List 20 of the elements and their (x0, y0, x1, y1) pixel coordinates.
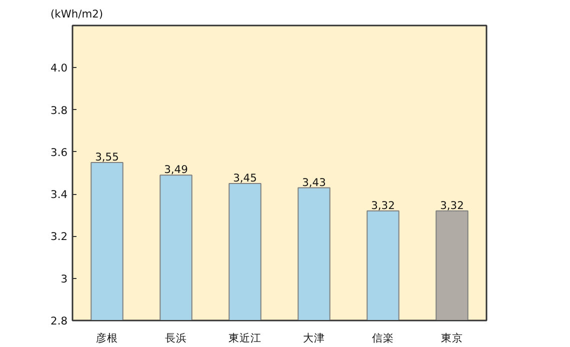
y-tick-label: 3.8 (50, 104, 68, 117)
x-tick-label: 信楽 (372, 332, 394, 344)
data-label: 3,49 (164, 163, 188, 176)
x-tick-label: 東京 (441, 332, 463, 344)
y-tick-label: 4.0 (50, 62, 68, 75)
x-tick-label: 東近江 (228, 332, 262, 344)
y-tick-label: 3.2 (50, 230, 68, 244)
x-tick-label: 大津 (303, 332, 325, 344)
data-label: 3,32 (440, 198, 464, 212)
x-tick-label: 彦根 (96, 332, 118, 344)
y-tick-label: 3.4 (50, 188, 68, 202)
x-tick-label: 長浜 (165, 332, 187, 344)
y-tick-label: 3 (60, 272, 68, 286)
y-tick-label: 3.6 (50, 146, 68, 159)
data-label: 3,55 (95, 150, 119, 164)
y-tick-label: 2.8 (50, 314, 68, 328)
data-label: 3,45 (233, 172, 257, 185)
data-label: 3,32 (371, 198, 395, 212)
y-axis-title: (kWh/m2) (50, 8, 104, 20)
data-label: 3,43 (302, 176, 326, 189)
